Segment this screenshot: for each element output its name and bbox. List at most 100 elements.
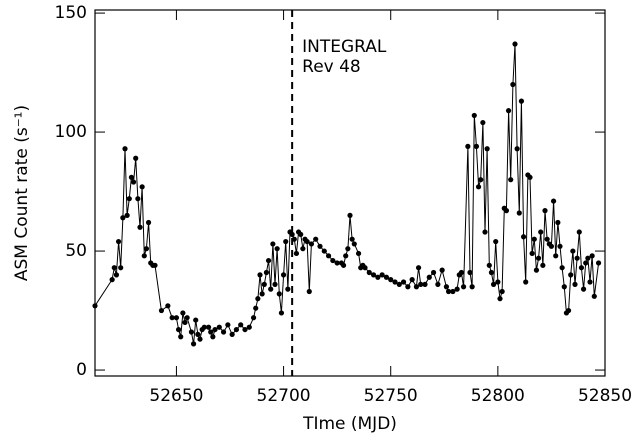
data-point — [572, 281, 578, 287]
data-point — [458, 269, 465, 276]
data-point — [293, 250, 300, 257]
data-point — [435, 281, 441, 287]
x-tick-label: 52850 — [578, 386, 632, 406]
data-point — [510, 81, 516, 88]
data-point — [580, 286, 587, 292]
data-point — [480, 119, 486, 126]
data-point — [152, 262, 158, 268]
data-point — [257, 272, 263, 278]
data-point — [118, 265, 124, 271]
data-point — [283, 238, 289, 245]
data-point — [280, 272, 287, 278]
data-point — [471, 112, 477, 119]
data-point — [409, 277, 415, 283]
data-point — [291, 236, 297, 242]
data-point — [263, 269, 270, 276]
data-point — [212, 326, 218, 333]
data-point — [396, 281, 402, 287]
data-point — [379, 272, 385, 278]
annotation: INTEGRAL — [302, 37, 387, 57]
x-tick-label: 52700 — [257, 386, 311, 406]
data-point — [508, 177, 514, 183]
data-point — [475, 184, 482, 190]
data-point — [503, 208, 510, 214]
data-point — [570, 248, 576, 254]
data-point — [531, 236, 537, 242]
data-point — [308, 241, 315, 247]
data-point — [527, 174, 533, 180]
data-point — [321, 248, 327, 254]
data-point — [533, 267, 540, 273]
data-point — [158, 307, 165, 314]
data-point — [145, 219, 152, 226]
data-point — [516, 210, 522, 216]
data-point — [523, 279, 529, 285]
data-point — [405, 284, 411, 290]
data-point — [559, 265, 565, 271]
data-point — [418, 281, 424, 287]
data-point — [276, 291, 282, 297]
data-point — [538, 229, 544, 235]
data-point — [111, 265, 117, 271]
data-point — [246, 324, 252, 330]
data-point — [133, 155, 139, 161]
data-point — [272, 281, 278, 287]
data-line — [94, 43, 600, 344]
data-point — [529, 250, 535, 257]
data-point — [300, 246, 306, 252]
data-point — [362, 265, 368, 271]
data-point — [347, 212, 353, 218]
data-point — [548, 243, 555, 249]
data-point — [383, 274, 390, 280]
data-point — [126, 196, 132, 202]
data-point — [135, 196, 141, 202]
data-point — [518, 98, 525, 104]
data-point — [195, 331, 201, 337]
data-point — [512, 41, 518, 47]
data-point — [482, 229, 488, 235]
data-point — [574, 255, 580, 261]
data-point — [92, 303, 98, 309]
data-point — [591, 293, 597, 299]
data-point — [317, 243, 323, 249]
data-point — [413, 284, 420, 290]
data-point — [109, 277, 115, 283]
data-point — [497, 296, 503, 302]
data-point — [173, 315, 180, 321]
data-point — [478, 177, 484, 183]
data-point — [233, 326, 240, 333]
data-point — [128, 174, 135, 180]
data-point — [175, 326, 182, 333]
data-point — [555, 219, 561, 226]
data-point — [253, 305, 259, 311]
data-point — [130, 179, 137, 185]
x-tick-label: 52650 — [149, 386, 203, 406]
data-point — [499, 288, 505, 295]
data-point — [274, 246, 280, 252]
data-point — [576, 229, 582, 235]
data-point — [165, 303, 171, 309]
data-point — [445, 288, 452, 295]
data-point — [467, 269, 473, 276]
data-point — [520, 234, 527, 240]
data-point — [139, 184, 145, 190]
data-point — [540, 262, 546, 268]
data-point — [261, 281, 267, 287]
data-point — [210, 334, 216, 340]
data-point — [488, 269, 495, 276]
data-point — [415, 265, 422, 271]
data-point — [583, 260, 589, 266]
data-point — [595, 260, 602, 266]
data-point — [270, 241, 276, 247]
data-point — [285, 286, 291, 292]
data-point — [197, 336, 203, 342]
data-point — [578, 265, 585, 271]
data-point — [137, 224, 143, 230]
data-point — [115, 238, 122, 245]
data-point — [325, 253, 332, 259]
x-tick-label: 52750 — [364, 386, 418, 406]
data-point — [450, 288, 456, 295]
annotation: Rev 48 — [302, 57, 361, 77]
y-tick-label: 150 — [55, 3, 87, 23]
